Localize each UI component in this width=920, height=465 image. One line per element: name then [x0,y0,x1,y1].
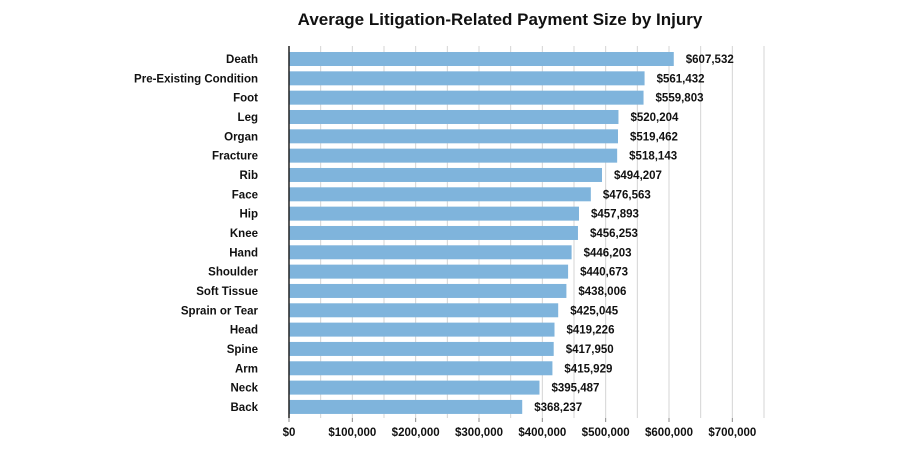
value-label: $518,143 [629,151,677,163]
bar [289,52,674,66]
value-label: $425,045 [570,305,619,317]
bar [289,322,555,337]
category-label: Pre-Existing Condition [134,73,258,85]
bar [289,380,540,395]
bar [289,206,579,221]
value-label: $419,226 [567,325,615,337]
category-label: Head [230,325,258,337]
value-label: $476,563 [603,189,651,201]
value-label: $520,204 [630,112,679,124]
bar [289,283,567,298]
x-tick-label: $700,000 [708,427,756,439]
category-label: Knee [230,228,258,240]
category-label: Hand [229,247,258,259]
bar [289,341,554,356]
value-label: $438,006 [578,286,626,298]
value-label: $368,237 [534,402,582,414]
bar [289,71,645,86]
category-label: Hip [239,209,258,221]
bar [289,399,523,414]
chart-title: Average Litigation-Related Payment Size … [297,10,703,29]
category-label: Foot [233,93,258,105]
x-tick-label: $400,000 [518,427,566,439]
x-tick-label: $200,000 [392,427,440,439]
category-label: Organ [224,131,258,143]
value-label: $415,929 [564,363,612,375]
value-label: $395,487 [551,383,599,395]
x-tick-label: $600,000 [645,427,693,439]
value-label: $440,673 [580,267,628,279]
x-tick-label: $300,000 [455,427,503,439]
category-label: Neck [231,383,259,395]
value-label: $561,432 [657,73,705,85]
bar [289,90,644,105]
bar [289,187,591,202]
value-label: $417,950 [566,344,614,356]
value-label: $457,893 [591,209,639,221]
bar [289,109,619,124]
value-label: $559,803 [656,93,704,105]
category-label: Face [232,189,258,201]
value-label: $446,203 [584,247,632,259]
category-label: Leg [238,112,258,124]
bar [289,167,602,182]
bar [289,129,618,144]
bar [289,264,569,279]
value-label: $456,253 [590,228,638,240]
bar [289,148,618,163]
category-label: Sprain or Tear [181,305,259,317]
value-label: $494,207 [614,170,662,182]
value-label: $607,532 [686,54,734,66]
value-label: $519,462 [630,131,678,143]
category-label: Spine [227,344,258,356]
bar [289,245,572,260]
category-label: Death [226,54,258,66]
bar [289,303,559,318]
x-tick-label: $100,000 [328,427,376,439]
category-label: Fracture [212,151,258,163]
x-tick-label: $500,000 [582,427,630,439]
category-label: Arm [235,363,258,375]
category-label: Shoulder [208,267,258,279]
category-label: Soft Tissue [196,286,258,298]
bar [289,225,578,240]
bar [289,361,553,376]
x-tick-label: $0 [283,427,296,439]
category-label: Rib [239,170,258,182]
category-label: Back [231,402,259,414]
